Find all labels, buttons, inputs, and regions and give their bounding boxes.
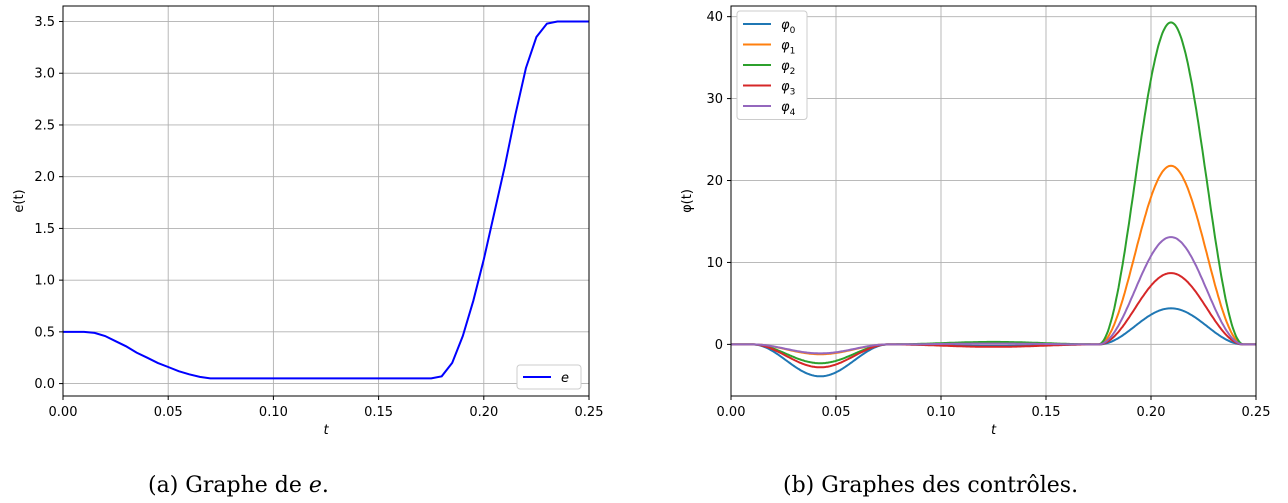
y-tick-label: 10 [706,256,723,271]
caption-variable: e [309,473,322,498]
x-tick-label: 0.25 [1242,405,1271,420]
x-tick-label: 0.05 [154,405,183,420]
legend-subscript: 4 [790,108,796,118]
x-tick-label: 0.20 [1137,405,1166,420]
legend-subscript: 2 [790,67,796,77]
legend-subscript: 3 [790,88,796,98]
legend-label-e: e [561,371,569,386]
y-axis-label: φ(t) [680,189,695,213]
y-axis-label: e(t) [12,189,27,212]
y-tick-label: 2.0 [34,170,55,185]
x-axis-label: t [323,423,329,438]
legend-label-phi4: φ4 [781,100,796,118]
y-tick-label: 0.0 [34,377,55,392]
legend-label-phi0: φ0 [781,18,796,36]
legend-subscript: 0 [790,26,796,36]
x-axis-label: t [991,423,997,438]
legend-symbol: φ [781,59,790,74]
x-tick-label: 0.20 [469,405,498,420]
series-line-phi1 [731,164,1256,356]
plot-frame [62,5,590,397]
y-tick-label: 0.5 [34,325,55,340]
legend-symbol: φ [781,39,790,54]
y-tick-label: 3.5 [34,15,55,30]
figure-caption: (a) Graphe de e. [148,473,329,498]
x-tick-label: 0.10 [259,405,288,420]
series-line-phi4 [731,236,1256,355]
x-tick-label: 0.05 [822,405,851,420]
plot-frame [730,5,1257,397]
legend-subscript: 1 [790,47,796,57]
y-tick-label: 1.5 [34,222,55,237]
legend-label-phi3: φ3 [781,80,795,98]
chart-b: 0.00 0.05 0.10 0.15 0.20 0.25010203040tφ(t)φ0… [680,5,1271,498]
y-tick-label: 1.0 [34,274,55,289]
caption-suffix: . [322,473,329,498]
x-tick-label: 0.15 [1032,405,1061,420]
y-tick-label: 3.0 [34,67,55,82]
y-tick-label: 40 [706,10,723,25]
caption-text: (a) Graphe de [148,473,309,498]
y-tick-label: 0 [715,338,723,353]
y-tick-label: 2.5 [34,118,55,133]
x-tick-label: 0.25 [575,405,604,420]
x-tick-label: 0.00 [49,405,78,420]
x-tick-label: 0.15 [364,405,393,420]
chart-a: 0.00 0.05 0.10 0.15 0.20 0.25 0.0 0.5 1.0 1.5 2.0 2… [12,5,604,498]
legend-symbol: φ [781,100,790,115]
legend-box [736,10,808,120]
legend-symbol: φ [781,80,790,95]
caption-text: (b) Graphes des contrôles. [783,473,1078,498]
series-line-phi3 [731,272,1256,369]
series-line-phi2 [731,21,1256,365]
y-tick-label: 20 [706,174,723,189]
x-tick-label: 0.10 [927,405,956,420]
legend-symbol: φ [781,18,790,33]
y-tick-label: 30 [706,92,723,107]
legend-label-phi1: φ1 [781,39,795,57]
legend-label-phi2: φ2 [781,59,795,77]
x-tick-label: 0.00 [717,405,746,420]
series-line-e [63,20,589,380]
figure-caption: (b) Graphes des contrôles. [783,473,1078,498]
